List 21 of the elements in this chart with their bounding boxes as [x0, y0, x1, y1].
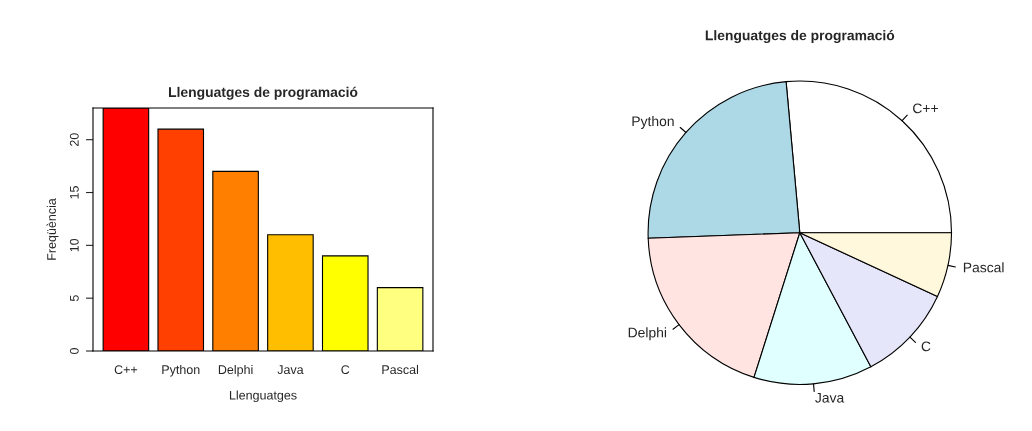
x-tick-label: C++ [114, 365, 138, 375]
y-axis-title: Freqüència [46, 198, 59, 260]
y-tick-label: 0 [69, 348, 79, 354]
x-tick-label: Delphi [218, 364, 253, 377]
x-tick-label: Pascal [382, 364, 419, 375]
slice-label: Delphi [628, 327, 667, 341]
slice-label: C++ [913, 103, 938, 114]
slice-label: C [921, 341, 931, 352]
x-axis-title: Llenguatges [229, 390, 297, 403]
slice-label: Java [815, 392, 845, 403]
y-tick-label: 15 [70, 186, 79, 199]
chart-title: Llenguatges de programació [169, 86, 358, 100]
x-tick-label: Java [277, 365, 304, 375]
y-tick-label: 5 [70, 295, 79, 302]
y-tick-label: 10 [69, 238, 79, 252]
x-tick-label: Python [162, 364, 200, 377]
y-tick-label: 20 [69, 133, 79, 147]
chart-title: Llenguatges de programació [705, 29, 895, 44]
x-tick-label: C [341, 365, 350, 375]
slice-label: Python [632, 115, 674, 129]
slice-label: Pascal [963, 262, 1004, 273]
